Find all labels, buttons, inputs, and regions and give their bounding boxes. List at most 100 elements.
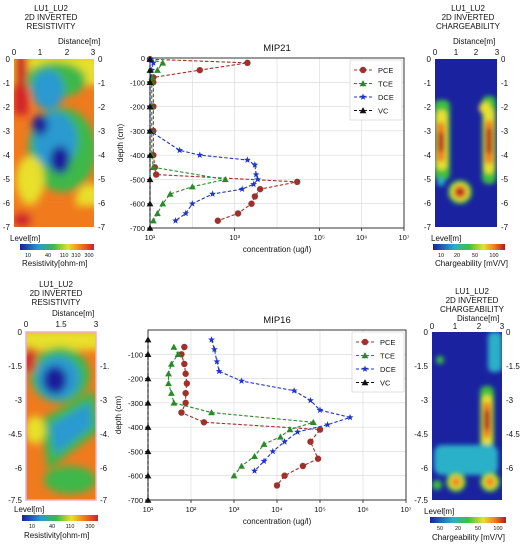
data-point [144, 350, 152, 358]
data-point [213, 357, 221, 365]
bot-chg-colorbar-ticks: 50 20 50 100 [437, 526, 503, 532]
data-point [174, 350, 182, 358]
data-point [149, 217, 157, 224]
chart-title: MIP16 [263, 315, 290, 326]
top-chg-y-tick: -4 [424, 151, 432, 160]
top-chg-y-tick: -1 [424, 79, 432, 88]
top-res-x-tick: 0 [12, 48, 17, 57]
bot-chg-y-tick: -6 [421, 464, 429, 473]
top-res-right-ticks: 0 -1 -2 -3 -4 -5 -6 -7 [98, 55, 106, 232]
top-res-cb-tick: 10 [25, 253, 31, 259]
top-res-colorbar [20, 244, 94, 250]
legend-label: DCE [378, 93, 394, 102]
x-axis-label: concentration (ug/l) [243, 517, 312, 526]
data-point [238, 185, 246, 193]
bot-res-right-tick: -6 [100, 464, 108, 473]
top-res-y-tick: -6 [3, 199, 11, 208]
bot-chg-right-tick: 0 [506, 328, 511, 337]
data-point [244, 59, 251, 67]
data-point [324, 421, 331, 428]
bot-chg-title-2: 2D INVERTED [446, 296, 499, 305]
bot-res-y-tick: -3 [15, 396, 23, 405]
data-point [154, 210, 161, 217]
top-chg-heatmap [435, 59, 497, 227]
y-tick-label: -100 [128, 350, 143, 359]
bot-chg-distance-label: Distance[m] [457, 314, 499, 323]
legend: PCE TCE DCE VC [351, 331, 405, 393]
data-point [144, 423, 152, 430]
data-point [144, 496, 152, 503]
bot-chg-x-ticks: 0 1 2 3 [430, 322, 505, 331]
top-res-cb-tick: 40 [45, 253, 51, 259]
data-point [167, 360, 175, 367]
x-tick-label: 10⁵ [314, 233, 325, 242]
data-point [182, 389, 189, 397]
data-point [144, 336, 152, 343]
bot-chg-y-tick: -1.5 [414, 362, 428, 371]
data-point [234, 210, 242, 217]
data-point [146, 224, 154, 231]
data-point [251, 161, 259, 168]
y-tick-label: -500 [128, 447, 143, 456]
top-chg-right-tick: -7 [501, 223, 509, 232]
top-chg-right-tick: -3 [501, 127, 509, 136]
y-axis-label: depth (cm) [114, 396, 123, 435]
top-chg-colorbar-label: Chargeability [mV/V] [435, 259, 508, 268]
top-res-y-tick: -3 [3, 127, 11, 136]
data-point [251, 193, 259, 200]
y-tick-label: -300 [128, 399, 143, 408]
data-point [361, 365, 369, 372]
data-point [260, 440, 268, 447]
bot-chg-cb-tick: 100 [493, 526, 502, 532]
x-tick-label: 10³ [229, 505, 240, 514]
data-point [170, 399, 178, 406]
bot-res-cb-tick: 10 [29, 524, 35, 530]
x-tick-label: 10³ [229, 233, 240, 242]
y-tick-label: -200 [130, 103, 145, 112]
data-point [209, 190, 216, 197]
bot-res-y-tick: -1.5 [8, 362, 22, 371]
top-chg-colorbar [433, 244, 505, 250]
series-pce [178, 343, 324, 489]
bot-res-y-tick: -6 [15, 464, 23, 473]
top-res-heatmap [14, 59, 94, 227]
data-point [208, 409, 215, 416]
bot-chg-y-tick: -3 [421, 396, 429, 405]
data-point [181, 343, 188, 351]
data-point [316, 406, 324, 414]
data-point [307, 438, 314, 445]
x-tick-label: 10² [186, 505, 197, 514]
data-point [361, 338, 369, 346]
x-tick-label: 10⁷ [398, 233, 409, 242]
top-chg-x-tick: 3 [495, 48, 500, 57]
data-point [152, 171, 160, 178]
series-dce [146, 55, 262, 224]
x-tick-label: 10⁵ [314, 505, 325, 514]
bot-chg-level-label: Level[m] [424, 507, 454, 516]
bot-chg-right-tick: -6 [506, 464, 514, 473]
y-tick-label: 0 [141, 54, 145, 63]
data-point [256, 185, 264, 193]
legend-label: TCE [378, 80, 393, 89]
bot-chg-cb-tick: 20 [455, 526, 461, 532]
bot-res-right-tick: -4. [100, 430, 109, 439]
data-point [176, 146, 184, 154]
top-chg-colorbar-ticks: 10 20 50 100 [438, 253, 499, 259]
bot-res-heatmap [26, 332, 96, 500]
bot-res-cb-tick: 300 [85, 524, 94, 530]
top-chg-title-3: CHARGEABILITY [436, 22, 501, 31]
top-chg-right-tick: -4 [501, 151, 509, 160]
data-point [359, 80, 367, 87]
data-point [146, 66, 154, 73]
data-point [146, 55, 154, 62]
series-line [167, 346, 314, 477]
y-tick-label: -400 [128, 423, 143, 432]
top-res-y-tick: -2 [3, 103, 11, 112]
bot-res-cb-tick: 40 [49, 524, 55, 530]
top-chg-x-tick: 0 [433, 48, 438, 57]
top-res-cb-tick: 110 [60, 253, 69, 259]
bottom-chargeability-panel: LU1_LU2 2D INVERTED CHARGEABILITY Distan… [414, 287, 520, 542]
top-chg-x-tick: 2 [474, 48, 479, 57]
data-point [182, 399, 189, 407]
